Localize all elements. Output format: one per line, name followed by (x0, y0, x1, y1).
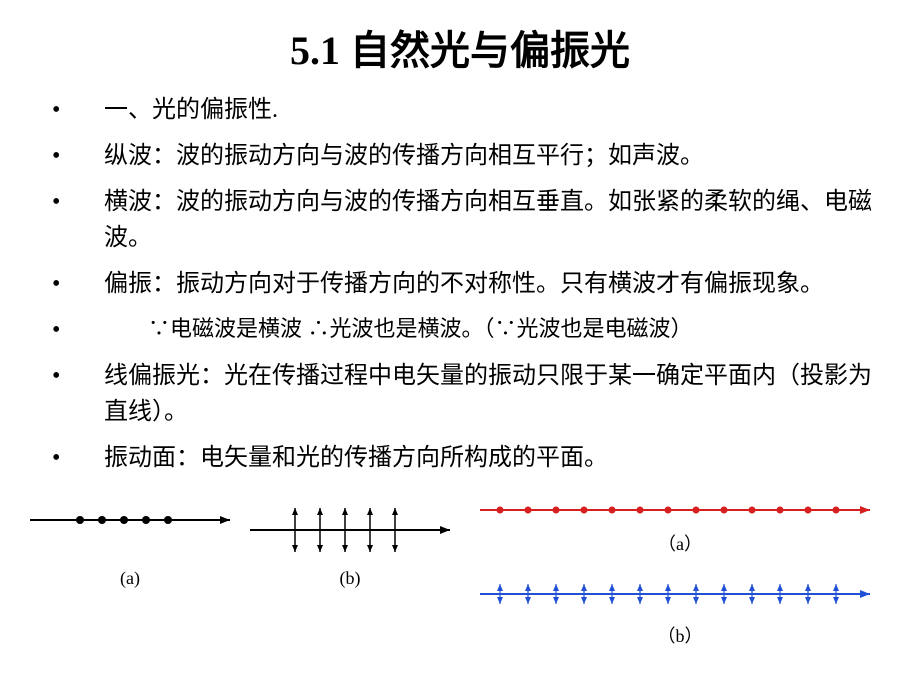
list-item: • 纵波：波的振动方向与波的传播方向相互平行；如声波。 (48, 138, 880, 174)
bullet-marker: • (48, 312, 104, 348)
list-item: • 振动面：电矢量和光的传播方向所构成的平面。 (48, 440, 880, 476)
bullet-marker: • (48, 184, 104, 220)
list-item: • 线偏振光：光在传播过程中电矢量的振动只限于某一确定平面内（投影为直线）。 (48, 358, 880, 430)
bullet-text: 线偏振光：光在传播过程中电矢量的振动只限于某一确定平面内（投影为直线）。 (104, 358, 880, 430)
bullet-marker: • (48, 92, 104, 128)
bullet-marker: • (48, 440, 104, 476)
diagram-right-a: （a） (470, 500, 890, 556)
bullet-text: 偏振：振动方向对于传播方向的不对称性。只有横波才有偏振现象。 (104, 266, 880, 302)
diagram-label: (a) (20, 568, 240, 589)
bullet-text: 横波：波的振动方向与波的传播方向相互垂直。如张紧的柔软的绳、电磁波。 (104, 184, 880, 256)
bullet-list: • 一、光的偏振性. • 纵波：波的振动方向与波的传播方向相互平行；如声波。 •… (0, 92, 920, 476)
bullet-text: 振动面：电矢量和光的传播方向所构成的平面。 (104, 440, 880, 476)
bullet-text: ∵电磁波是横波 ∴光波也是横波。（∵光波也是电磁波） (104, 312, 880, 345)
diagram-label: (b) (240, 568, 460, 589)
list-item: • 横波：波的振动方向与波的传播方向相互垂直。如张紧的柔软的绳、电磁波。 (48, 184, 880, 256)
diagram-label: （b） (470, 622, 890, 648)
list-item: • ∵电磁波是横波 ∴光波也是横波。（∵光波也是电磁波） (48, 312, 880, 348)
right-diagrams: （a） （b） (460, 500, 900, 648)
bullet-text: 一、光的偏振性. (104, 92, 880, 128)
diagram-right-b: （b） (470, 574, 890, 648)
list-item: • 偏振：振动方向对于传播方向的不对称性。只有横波才有偏振现象。 (48, 266, 880, 302)
left-diagrams: (a) (b) (20, 500, 460, 589)
diagram-left-a: (a) (20, 500, 240, 589)
diagram-left-b: (b) (240, 500, 460, 589)
bullet-marker: • (48, 358, 104, 394)
diagrams-container: (a) (b) （a） （b） (0, 486, 920, 648)
bullet-marker: • (48, 138, 104, 174)
bullet-text: 纵波：波的振动方向与波的传播方向相互平行；如声波。 (104, 138, 880, 174)
page-title: 5.1 自然光与偏振光 (0, 0, 920, 92)
list-item: • 一、光的偏振性. (48, 92, 880, 128)
diagram-label: （a） (470, 530, 890, 556)
bullet-marker: • (48, 266, 104, 302)
